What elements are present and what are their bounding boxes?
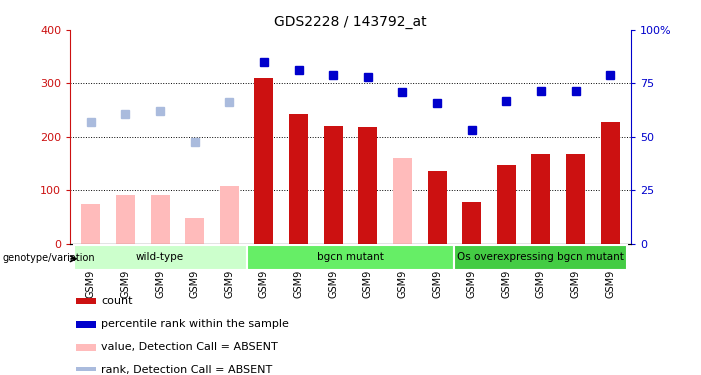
Bar	[462, 202, 481, 244]
Bar	[76, 321, 96, 327]
Bar	[566, 154, 585, 244]
Bar	[324, 126, 343, 244]
Text: count: count	[101, 296, 132, 306]
Bar	[76, 344, 96, 351]
Bar	[81, 204, 100, 244]
Bar	[393, 158, 412, 244]
Text: percentile rank within the sample: percentile rank within the sample	[101, 319, 289, 329]
Bar	[185, 218, 204, 244]
Bar	[531, 154, 550, 244]
Bar	[428, 171, 447, 244]
Bar	[289, 114, 308, 244]
Bar	[220, 186, 239, 244]
Text: wild-type: wild-type	[136, 252, 184, 262]
Bar	[254, 78, 273, 244]
Bar	[497, 165, 516, 244]
Text: bgcn mutant: bgcn mutant	[317, 252, 384, 262]
Title: GDS2228 / 143792_at: GDS2228 / 143792_at	[274, 15, 427, 29]
Text: rank, Detection Call = ABSENT: rank, Detection Call = ABSENT	[101, 365, 272, 375]
Text: Os overexpressing bgcn mutant: Os overexpressing bgcn mutant	[458, 252, 625, 262]
Bar	[116, 195, 135, 244]
Bar	[454, 245, 627, 270]
Bar	[76, 367, 96, 374]
Bar	[76, 298, 96, 304]
Bar	[74, 245, 247, 270]
Text: value, Detection Call = ABSENT: value, Detection Call = ABSENT	[101, 342, 278, 352]
Text: genotype/variation: genotype/variation	[2, 253, 95, 262]
Bar	[151, 195, 170, 244]
Bar	[247, 245, 454, 270]
Bar	[358, 127, 377, 244]
Bar	[601, 122, 620, 244]
